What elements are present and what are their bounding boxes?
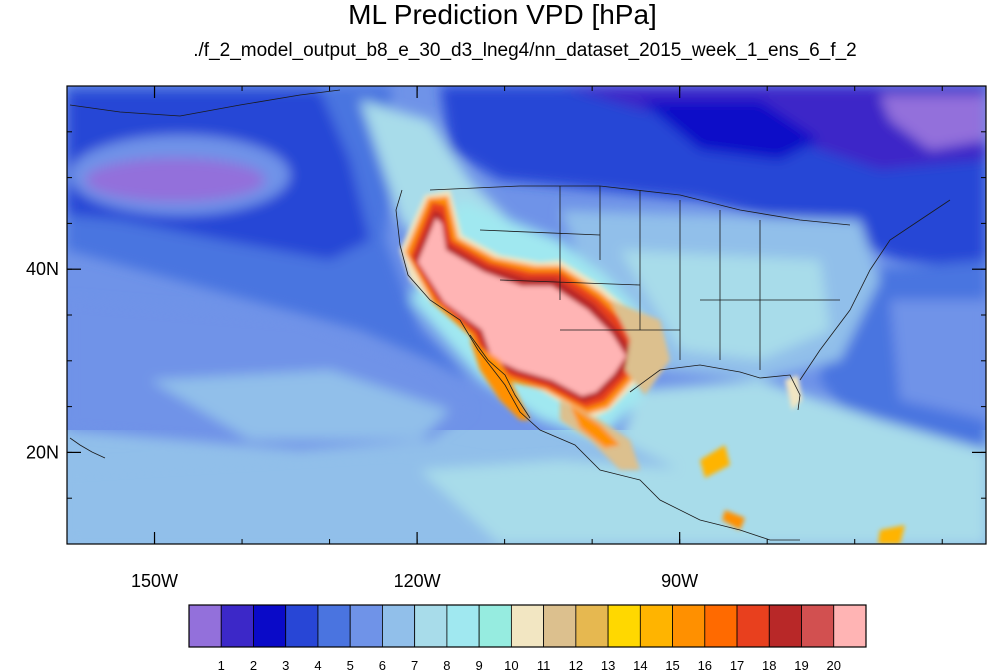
colorbar-swatch (349, 604, 383, 648)
lon-tick-label: 90W (661, 571, 698, 591)
field-layer (67, 86, 986, 544)
colorbar-label: 2 (250, 658, 257, 672)
colorbar-swatch (253, 604, 287, 648)
colorbar-label: 4 (314, 658, 321, 672)
colorbar-swatch (833, 604, 867, 648)
colorbar-label: 3 (282, 658, 289, 672)
colorbar-label: 8 (443, 658, 450, 672)
colorbar-swatch (446, 604, 480, 648)
colorbar-label: 20 (827, 658, 841, 672)
lon-tick-label: 120W (394, 571, 441, 591)
colorbar-label: 15 (665, 658, 679, 672)
colorbar-swatch (575, 604, 609, 648)
colorbar-swatch (736, 604, 770, 648)
colorbar: 1 2 3 4 5 6 7 8 9 10 11 12 13 14 15 16 17 18 19 20 (188, 604, 867, 672)
axis-ticks: 150W 120W 90W 40N 20N (26, 85, 986, 591)
colorbar-swatch (639, 604, 673, 648)
colorbar-label: 11 (537, 658, 551, 672)
map-subtitle: ./f_2_model_output_b8_e_30_d3_lneg4/nn_d… (193, 40, 857, 61)
colorbar-label: 1 (218, 658, 225, 672)
colorbar-swatch (382, 604, 416, 648)
colorbar-swatch (285, 604, 319, 648)
colorbar-swatch (768, 604, 802, 648)
lat-tick-label: 40N (26, 259, 59, 279)
colorbar-label: 14 (633, 658, 647, 672)
colorbar-label: 19 (794, 658, 808, 672)
colorbar-label: 9 (476, 658, 483, 672)
colorbar-swatch (672, 604, 706, 648)
colorbar-swatch (414, 604, 448, 648)
colorbar-swatch (510, 604, 545, 648)
colorbar-label: 6 (379, 658, 386, 672)
colorbar-label: 5 (347, 658, 354, 672)
colorbar-swatch (478, 604, 512, 648)
colorbar-label: 7 (411, 658, 418, 672)
coastlines (69, 89, 951, 541)
colorbar-swatch (317, 604, 351, 648)
colorbar-swatch (543, 604, 577, 648)
colorbar-swatch (188, 604, 222, 648)
colorbar-label: 10 (504, 658, 518, 672)
lon-tick-label: 150W (131, 571, 178, 591)
colorbar-swatch (607, 604, 641, 648)
colorbar-frame (188, 604, 867, 648)
colorbar-swatch (220, 604, 254, 648)
colorbar-label: 16 (698, 658, 712, 672)
colorbar-swatch (704, 604, 738, 648)
colorbar-label: 17 (730, 658, 744, 672)
colorbar-label: 12 (569, 658, 583, 672)
map-title: ML Prediction VPD [hPa] (348, 0, 657, 30)
colorbar-label: 13 (601, 658, 615, 672)
colorbar-swatch (801, 604, 835, 648)
colorbar-label: 18 (762, 658, 776, 672)
lat-tick-label: 20N (26, 442, 59, 462)
